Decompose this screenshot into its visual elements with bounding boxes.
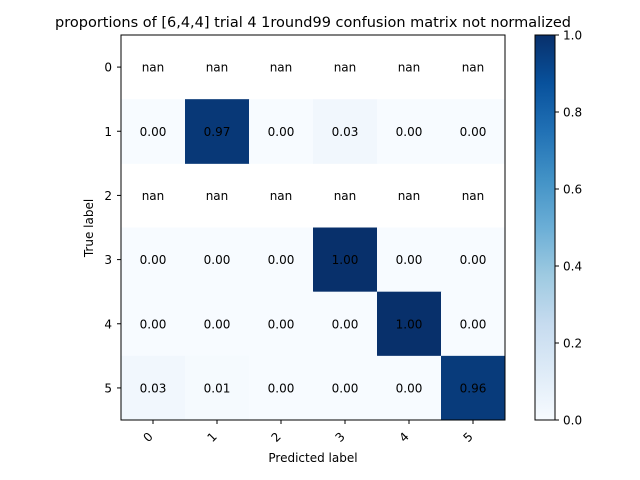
cell-value-label: 0.00 xyxy=(268,125,295,139)
colorbar-tick-label: 0.4 xyxy=(563,260,582,274)
heatmap-cell xyxy=(441,291,506,357)
cell-value-label: 0.00 xyxy=(332,317,359,331)
cell-value-label: 1.00 xyxy=(332,253,359,267)
cell-value-label: 0.00 xyxy=(460,317,487,331)
cell-value-label: nan xyxy=(398,61,421,75)
heatmap-cell xyxy=(377,291,442,357)
colorbar-tick-label: 0.6 xyxy=(563,183,582,197)
y-tick-label: 4 xyxy=(104,317,112,331)
heatmap-cell xyxy=(121,227,186,293)
cell-value-label: 0.00 xyxy=(204,253,231,267)
heatmap-cell xyxy=(377,355,442,421)
cell-value-label: 0.00 xyxy=(268,317,295,331)
y-tick-label: 3 xyxy=(104,253,112,267)
chart-title: proportions of [6,4,4] trial 4 1round99 … xyxy=(55,15,571,31)
heatmap-cell xyxy=(249,99,314,164)
cell-value-label: 0.03 xyxy=(332,125,359,139)
cell-value-label: 0.00 xyxy=(396,253,423,267)
colorbar-tick-label: 1.0 xyxy=(563,29,582,43)
heatmap-cell xyxy=(249,355,314,421)
heatmap-cell xyxy=(313,355,378,421)
heatmap-cell xyxy=(377,99,442,164)
cell-value-label: 1.00 xyxy=(396,317,423,331)
x-tick-label: 3 xyxy=(333,430,348,445)
cell-value-label: 0.00 xyxy=(460,125,487,139)
colorbar-ticks: 0.0 0.2 0.4 0.6 0.8 1.0 xyxy=(555,29,582,428)
cell-value-label: 0.96 xyxy=(460,381,487,395)
y-axis-label: True label xyxy=(82,199,96,258)
cell-value-label: nan xyxy=(142,189,165,203)
cell-value-label: nan xyxy=(270,61,293,75)
cell-value-label: nan xyxy=(270,189,293,203)
cell-value-label: 0.00 xyxy=(460,253,487,267)
y-tick-label: 0 xyxy=(104,61,112,75)
cell-value-label: 0.00 xyxy=(268,253,295,267)
heatmap-cell xyxy=(121,355,186,421)
colorbar-tick-label: 0.2 xyxy=(563,337,582,351)
cell-value-label: 0.00 xyxy=(140,253,167,267)
cell-value-label: nan xyxy=(142,61,165,75)
cell-value-label: 0.00 xyxy=(396,381,423,395)
x-tick-label: 5 xyxy=(461,430,476,445)
cell-value-label: 0.00 xyxy=(204,317,231,331)
y-tick-label: 5 xyxy=(104,381,112,395)
heatmap-cell xyxy=(441,355,506,421)
heatmap-cell xyxy=(249,291,314,357)
cell-value-label: 0.00 xyxy=(140,317,167,331)
colorbar-tick-label: 0.8 xyxy=(563,106,582,120)
heatmap-cell-labels: nan nan nan nan nan nan 0.00 0.97 0.00 0.03 0.00 0.… xyxy=(140,61,487,396)
x-tick-label: 0 xyxy=(141,430,156,445)
heatmap-cell xyxy=(185,227,250,293)
cell-value-label: 0.03 xyxy=(140,381,167,395)
heatmap-cell xyxy=(441,99,506,164)
cell-value-label: nan xyxy=(206,189,229,203)
heatmap-cell xyxy=(185,99,250,164)
cell-value-label: nan xyxy=(334,189,357,203)
cell-value-label: nan xyxy=(206,61,229,75)
heatmap-cell xyxy=(121,99,186,164)
cell-value-label: 0.00 xyxy=(140,125,167,139)
cell-value-label: 0.01 xyxy=(204,381,231,395)
cell-value-label: 0.00 xyxy=(396,125,423,139)
x-tick-label: 1 xyxy=(205,430,220,445)
y-axis-ticks: 0 1 2 3 4 5 xyxy=(104,61,121,395)
y-tick-label: 1 xyxy=(104,125,112,139)
cell-value-label: 0.00 xyxy=(268,381,295,395)
heatmap-cell xyxy=(121,291,186,357)
cell-value-label: 0.97 xyxy=(204,125,231,139)
cell-value-label: 0.00 xyxy=(332,381,359,395)
x-tick-label: 2 xyxy=(269,430,284,445)
heatmap-cell xyxy=(185,291,250,357)
heatmap-cells xyxy=(121,99,506,421)
cell-value-label: nan xyxy=(462,189,485,203)
x-axis-label: Predicted label xyxy=(268,451,357,465)
plot-frame xyxy=(120,34,506,421)
heatmap-cell xyxy=(313,99,378,164)
colorbar xyxy=(534,34,556,421)
cell-value-label: nan xyxy=(398,189,421,203)
y-tick-label: 2 xyxy=(104,189,112,203)
x-axis-ticks: 0 1 2 3 4 5 xyxy=(141,420,476,445)
cell-value-label: nan xyxy=(334,61,357,75)
heatmap-cell xyxy=(185,355,250,421)
heatmap-cell xyxy=(441,227,506,293)
cell-value-label: nan xyxy=(462,61,485,75)
heatmap-cell xyxy=(313,227,378,293)
heatmap-cell xyxy=(249,227,314,293)
heatmap-cell xyxy=(313,291,378,357)
colorbar-tick-label: 0.0 xyxy=(563,414,582,428)
x-tick-label: 4 xyxy=(397,430,412,445)
heatmap-cell xyxy=(377,227,442,293)
